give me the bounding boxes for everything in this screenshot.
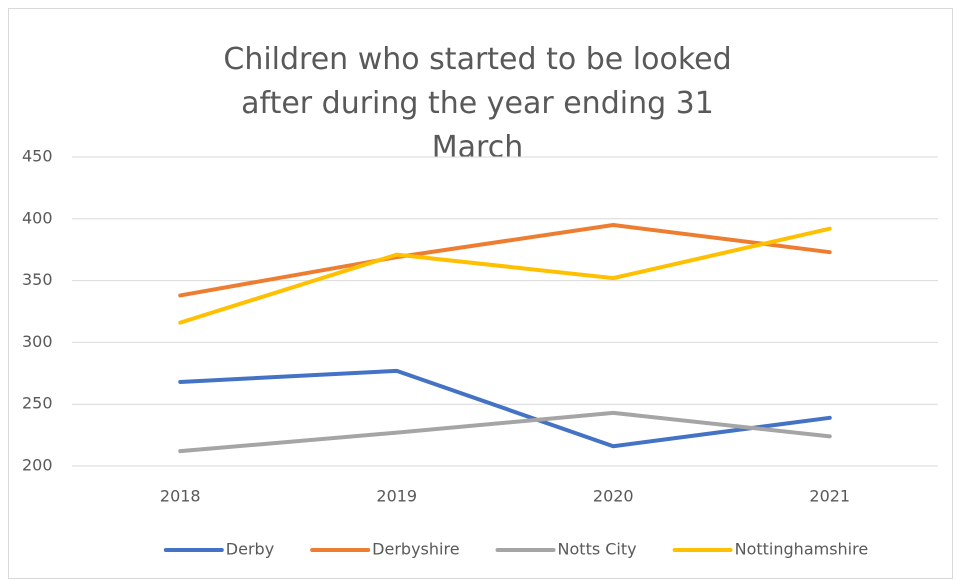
x-tick-label: 2019 bbox=[376, 487, 417, 506]
legend-label: Derby bbox=[226, 540, 274, 559]
legend-label: Nottinghamshire bbox=[735, 540, 869, 559]
y-tick-label: 450 bbox=[22, 147, 53, 166]
chart-title: Children who started to be looked after … bbox=[223, 42, 732, 165]
y-tick-label: 350 bbox=[22, 270, 53, 289]
y-tick-label: 300 bbox=[22, 332, 53, 351]
y-tick-label: 400 bbox=[22, 208, 53, 227]
series-line bbox=[178, 410, 832, 454]
series-line bbox=[178, 222, 832, 298]
x-tick-label: 2021 bbox=[809, 487, 850, 506]
legend-label: Derbyshire bbox=[372, 540, 459, 559]
chart-border bbox=[8, 8, 953, 579]
legend-label: Notts City bbox=[558, 540, 637, 559]
series-line bbox=[178, 226, 832, 325]
series-line bbox=[178, 368, 832, 449]
x-tick-label: 2020 bbox=[593, 487, 634, 506]
x-tick-label: 2018 bbox=[160, 487, 201, 506]
y-tick-label: 250 bbox=[22, 394, 53, 413]
y-tick-label: 200 bbox=[22, 456, 53, 475]
